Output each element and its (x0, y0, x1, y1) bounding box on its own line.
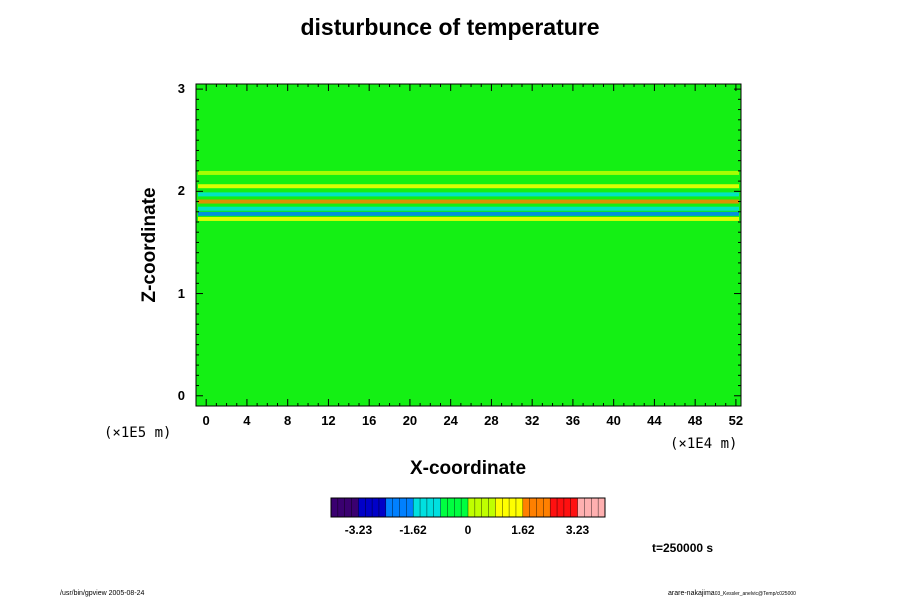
colorbar-swatch (584, 498, 592, 517)
colorbar-swatch (509, 498, 517, 517)
colorbar-swatch (495, 498, 503, 517)
colorbar-swatch (481, 498, 490, 517)
colorbar-swatch (550, 498, 558, 517)
colorbar-border (330, 497, 606, 518)
x-tick-label: 4 (243, 413, 251, 428)
colorbar-swatch (337, 498, 346, 517)
colorbar-tick-label: 3.23 (565, 523, 590, 537)
z-tick-label: 3 (177, 81, 185, 97)
disturbance-band (198, 192, 739, 197)
colorbar-tick-label: -3.23 (344, 523, 373, 537)
disturbance-band (198, 216, 739, 221)
x-tick-label: 12 (321, 413, 336, 428)
colorbar-swatch (474, 498, 483, 517)
colorbar-swatch (557, 498, 565, 517)
colorbar-swatch (563, 498, 572, 517)
colorbar-swatch (420, 498, 428, 517)
x-tick-label: 36 (565, 413, 581, 428)
colorbar-swatch (468, 498, 476, 517)
colorbar-swatch (399, 498, 407, 517)
disturbance-band (198, 170, 739, 175)
colorbar-swatch (378, 498, 387, 517)
colorbar-swatch (461, 498, 469, 517)
temperature-field (196, 84, 741, 406)
colorbar-swatch (406, 498, 414, 517)
colorbar-swatch (570, 498, 579, 517)
footer-author: arare-nakajima03_Kessler_anelvic@Temp/c0… (668, 590, 796, 597)
colorbar-swatch (358, 498, 366, 517)
disturbance-band (198, 199, 739, 204)
plot-border (195, 83, 742, 407)
footer-author-path: 03_Kessler_anelvic@Temp/c025000 (714, 591, 796, 597)
x-tick-label: 8 (284, 413, 292, 428)
x-axis-unit: (×1E4 m) (670, 436, 738, 452)
colorbar-swatch (385, 498, 394, 517)
colorbar-swatch (426, 498, 435, 517)
colorbar-swatch (598, 498, 606, 517)
colorbar-swatch (536, 498, 544, 517)
time-label: t=250000 s (652, 541, 714, 555)
footer-command: /usr/bin/gpview 2005-08-24 (60, 590, 145, 597)
z-tick-label: 2 (177, 183, 185, 199)
colorbar-swatch (351, 498, 359, 517)
x-axis-label: X-coordinate (409, 458, 527, 479)
x-tick-label: 0 (202, 413, 210, 428)
x-tick-label: 44 (647, 413, 662, 428)
colorbar-swatch (454, 498, 462, 517)
field-background (196, 84, 741, 406)
colorbar-swatch (577, 498, 585, 517)
colorbar-tick-label: 0 (464, 523, 472, 537)
x-tick-label: 16 (361, 413, 377, 428)
z-axis-unit: (×1E5 m) (104, 425, 172, 441)
colorbar-swatch (543, 498, 551, 517)
colorbar-swatch (365, 498, 373, 517)
colorbar-swatch (392, 498, 400, 517)
colorbar-swatch (440, 498, 448, 517)
x-tick-label: 28 (484, 413, 499, 428)
chart-title: disturbunce of temperature (300, 14, 600, 40)
x-tick-label: 40 (606, 413, 621, 428)
colorbar-tick-label: -1.62 (399, 523, 427, 537)
colorbar-swatch (502, 498, 510, 517)
x-tick-label: 32 (524, 413, 540, 428)
footer-author-main: arare-nakajima (668, 590, 715, 597)
colorbar-swatch (344, 498, 353, 517)
colorbar-swatch (331, 498, 339, 517)
colorbar-swatch (488, 498, 496, 517)
colorbar (330, 497, 606, 518)
colorbar-swatch (529, 498, 537, 517)
colorbar-swatch (413, 498, 421, 517)
colorbar-swatch (515, 498, 524, 517)
colorbar-swatch (433, 498, 442, 517)
z-tick-label: 0 (177, 387, 185, 403)
plot-frame (195, 83, 742, 407)
colorbar-swatch (447, 498, 455, 517)
z-tick-label: 1 (177, 285, 185, 301)
disturbance-band (198, 206, 739, 211)
colorbar-swatch (372, 498, 380, 517)
x-tick-label: 52 (728, 413, 744, 428)
disturbance-band (198, 211, 739, 216)
x-tick-label: 20 (402, 413, 418, 428)
colorbar-tick-label: 1.62 (511, 523, 535, 537)
x-tick-label: 24 (443, 413, 458, 428)
x-tick-label: 48 (687, 413, 703, 428)
disturbance-band (198, 184, 739, 189)
colorbar-swatch (522, 498, 531, 517)
colorbar-swatch (591, 498, 599, 517)
